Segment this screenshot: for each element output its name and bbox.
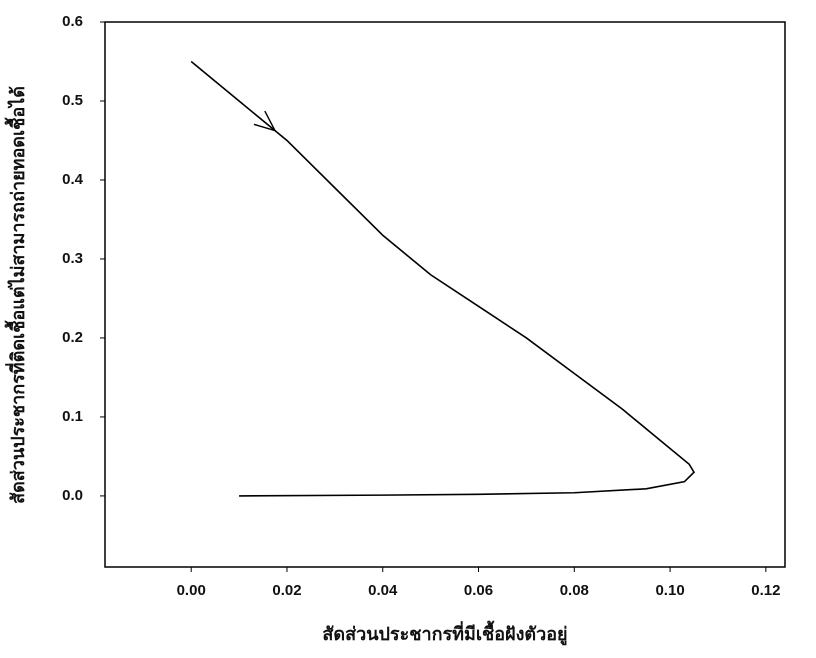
x-tick-label: 0.02	[272, 582, 301, 599]
x-axis-title: สัดส่วนประชากรที่มีเชื้อฝังตัวอยู่	[322, 620, 567, 646]
trajectory-line	[191, 61, 694, 495]
x-tick-label: 0.08	[560, 582, 589, 599]
plot-frame	[105, 22, 785, 567]
y-tick-label: 0.5	[62, 92, 83, 109]
y-tick-label: 0.0	[62, 487, 83, 504]
y-tick-label: 0.4	[62, 171, 84, 188]
x-tick-label: 0.06	[464, 582, 493, 599]
x-tick-label: 0.12	[751, 582, 780, 599]
chart: สัดส่วนประชากรที่มีเชื้อฝังตัวอยู่ สัดส่…	[0, 0, 816, 658]
x-tick-label: 0.10	[655, 582, 684, 599]
page: {"chart_data": {"type": "line", "x_label…	[0, 0, 816, 658]
x-tick-label: 0.00	[177, 582, 206, 599]
y-tick-label: 0.6	[62, 13, 83, 30]
x-tick-label: 0.04	[368, 582, 398, 599]
y-tick-label: 0.1	[62, 408, 83, 425]
y-tick-label: 0.2	[62, 329, 83, 346]
y-axis-title: สัดส่วนประชากรที่ติดเชื้อแต่ไม่สามารถถ่า…	[4, 86, 28, 504]
y-tick-label: 0.3	[62, 250, 83, 267]
